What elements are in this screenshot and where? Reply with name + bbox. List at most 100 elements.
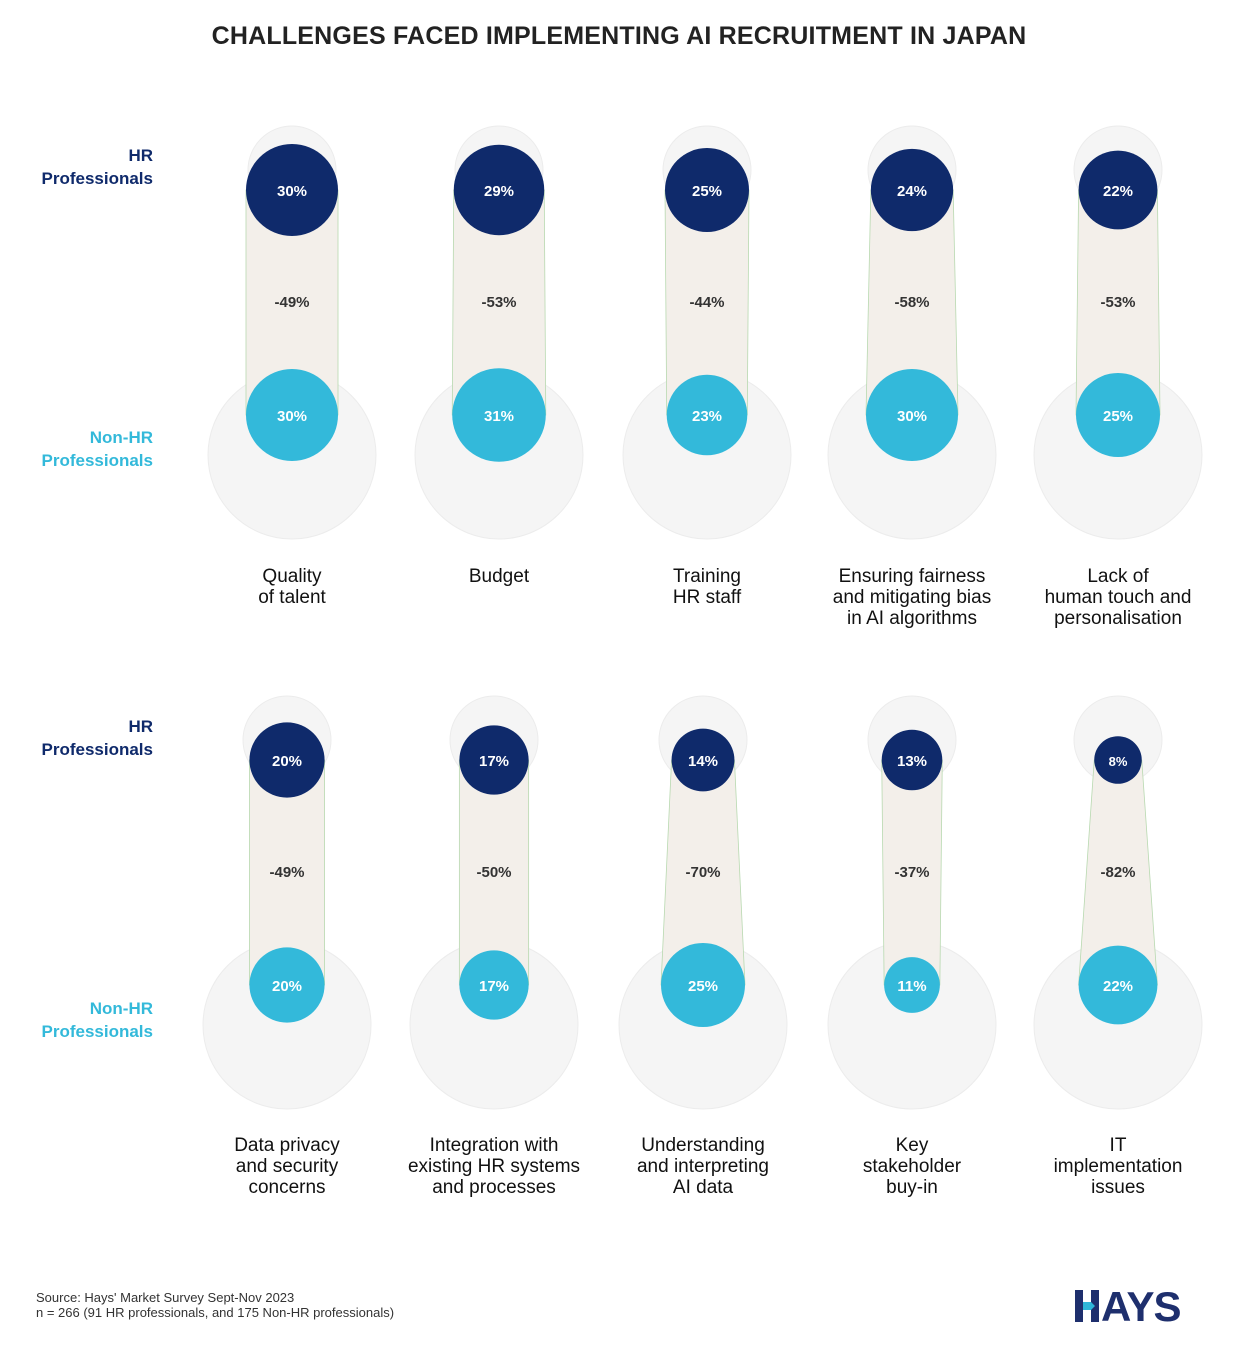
hr-value-label: 13% bbox=[897, 753, 927, 770]
hr-bubble bbox=[245, 143, 339, 237]
category-label-line: personalisation bbox=[1054, 608, 1182, 629]
category-label: Data privacy and security concerns bbox=[187, 1135, 387, 1198]
chart-title: CHALLENGES FACED IMPLEMENTING AI RECRUIT… bbox=[211, 22, 1027, 50]
category-label-line: existing HR systems bbox=[407, 1156, 581, 1177]
row-label-line: Professionals bbox=[41, 169, 154, 188]
category-label-line: Integration with bbox=[429, 1135, 559, 1156]
category-label: Key stakeholder buy-in bbox=[812, 1135, 1012, 1198]
nonhr-bubble bbox=[459, 950, 529, 1020]
category-label-line: Quality bbox=[262, 566, 322, 587]
category-label-line: Ensuring fairness bbox=[838, 566, 986, 587]
category-label: Understanding and interpreting AI data bbox=[603, 1135, 803, 1198]
row-label-hr-bottom: HR Professionals bbox=[20, 715, 154, 761]
category-label-line: Data privacy bbox=[234, 1135, 340, 1156]
source-line: Source: Hays' Market Survey Sept-Nov 202… bbox=[36, 1290, 295, 1305]
category-label-line: issues bbox=[1091, 1177, 1145, 1198]
nonhr-bubble bbox=[666, 374, 748, 456]
category-label-line: and security bbox=[235, 1156, 339, 1177]
hr-value-label: 17% bbox=[479, 753, 509, 770]
change-label: -70% bbox=[685, 864, 720, 881]
hr-bubble bbox=[459, 725, 529, 795]
category-label-line: Budget bbox=[468, 566, 530, 587]
nonhr-value-label: 30% bbox=[277, 408, 307, 425]
category-label: Ensuring fairness and mitigating bias in A… bbox=[812, 566, 1012, 629]
hr-bubble bbox=[665, 148, 749, 232]
category-label-line: and processes bbox=[432, 1177, 556, 1198]
category-label: IT implementation issues bbox=[1018, 1135, 1218, 1198]
category-label-line: Lack of bbox=[1087, 566, 1149, 587]
hr-value-label: 14% bbox=[688, 753, 718, 770]
category-label-line: IT bbox=[1109, 1135, 1127, 1156]
sample-size-line: n = 266 (91 HR professionals, and 175 No… bbox=[36, 1305, 395, 1320]
category-label-line: buy-in bbox=[886, 1177, 938, 1198]
nonhr-value-label: 25% bbox=[688, 978, 718, 995]
hr-bubble bbox=[249, 722, 325, 798]
category-label-line: in AI algorithms bbox=[847, 608, 977, 629]
nonhr-bubble bbox=[884, 957, 940, 1013]
category-label-line: concerns bbox=[248, 1177, 326, 1198]
nonhr-bubble bbox=[245, 368, 339, 462]
row-label-line: HR bbox=[128, 146, 153, 165]
hr-bubble bbox=[881, 729, 943, 791]
row-label-line: Non-HR bbox=[89, 428, 153, 447]
category-label-line: implementation bbox=[1053, 1156, 1183, 1177]
change-label: -49% bbox=[274, 294, 309, 311]
hr-value-label: 25% bbox=[692, 183, 722, 200]
source-note: Source: Hays' Market Survey Sept-Nov 202… bbox=[36, 1290, 394, 1320]
row-label-nonhr-bottom: Non-HR Professionals bbox=[20, 997, 154, 1043]
bubble-chart: 30% 30% -49% 29% 31% -53% 25% 23% -44% 24% 30% -58%… bbox=[202, 125, 1203, 1110]
logo-bar-left bbox=[1075, 1290, 1083, 1322]
category-label-line: Key bbox=[895, 1135, 929, 1156]
nonhr-bubble bbox=[1078, 945, 1158, 1025]
nonhr-value-label: 22% bbox=[1103, 978, 1133, 995]
category-label-line: Understanding bbox=[641, 1135, 765, 1156]
category-label: Lack of human touch and personalisation bbox=[1018, 566, 1218, 629]
category-label-line: Training bbox=[673, 566, 741, 587]
hr-bubble bbox=[453, 144, 545, 236]
change-label: -53% bbox=[1100, 294, 1135, 311]
category-label-line: HR staff bbox=[672, 587, 742, 608]
row-label-hr-top: HR Professionals bbox=[20, 144, 154, 190]
category-label: Budget bbox=[399, 566, 599, 587]
hr-value-label: 20% bbox=[272, 753, 302, 770]
row-label-line: Non-HR bbox=[89, 999, 153, 1018]
hr-value-label: 24% bbox=[897, 183, 927, 200]
nonhr-value-label: 25% bbox=[1103, 408, 1133, 425]
category-label-line: of talent bbox=[258, 587, 326, 608]
change-label: -44% bbox=[689, 294, 724, 311]
nonhr-bubble bbox=[249, 947, 325, 1023]
nonhr-value-label: 31% bbox=[484, 408, 514, 425]
category-label-line: human touch and bbox=[1044, 587, 1192, 608]
nonhr-bubble bbox=[661, 943, 745, 1027]
row-label-nonhr-top: Non-HR Professionals bbox=[20, 426, 154, 472]
category-label: Training HR staff bbox=[607, 566, 807, 608]
hr-bubble bbox=[1078, 150, 1158, 230]
change-label: -37% bbox=[894, 864, 929, 881]
nonhr-bubble bbox=[1076, 373, 1160, 457]
change-label: -50% bbox=[476, 864, 511, 881]
hr-value-label: 29% bbox=[484, 183, 514, 200]
category-label-line: stakeholder bbox=[862, 1156, 962, 1177]
row-label-line: HR bbox=[128, 717, 153, 736]
hays-logo: AYS bbox=[1075, 1286, 1182, 1326]
nonhr-value-label: 17% bbox=[479, 978, 509, 995]
category-label-line: and interpreting bbox=[636, 1156, 770, 1177]
nonhr-value-label: 11% bbox=[897, 978, 926, 995]
hr-bubble bbox=[870, 148, 954, 232]
nonhr-value-label: 20% bbox=[272, 978, 302, 995]
category-label: Quality of talent bbox=[192, 566, 392, 608]
change-label: -49% bbox=[269, 864, 304, 881]
row-label-line: Professionals bbox=[41, 740, 154, 759]
change-label: -58% bbox=[894, 294, 929, 311]
logo-wordmark: AYS bbox=[1101, 1286, 1181, 1326]
category-label: Integration with existing HR systems and p… bbox=[394, 1135, 594, 1198]
change-label: -53% bbox=[481, 294, 516, 311]
nonhr-bubble bbox=[865, 368, 959, 462]
row-label-line: Professionals bbox=[41, 1022, 154, 1041]
nonhr-value-label: 23% bbox=[692, 408, 722, 425]
row-label-line: Professionals bbox=[41, 451, 154, 470]
hr-bubble bbox=[1094, 736, 1142, 784]
hr-value-label: 8% bbox=[1109, 754, 1128, 769]
hr-bubble bbox=[671, 728, 735, 792]
hr-value-label: 30% bbox=[277, 183, 307, 200]
